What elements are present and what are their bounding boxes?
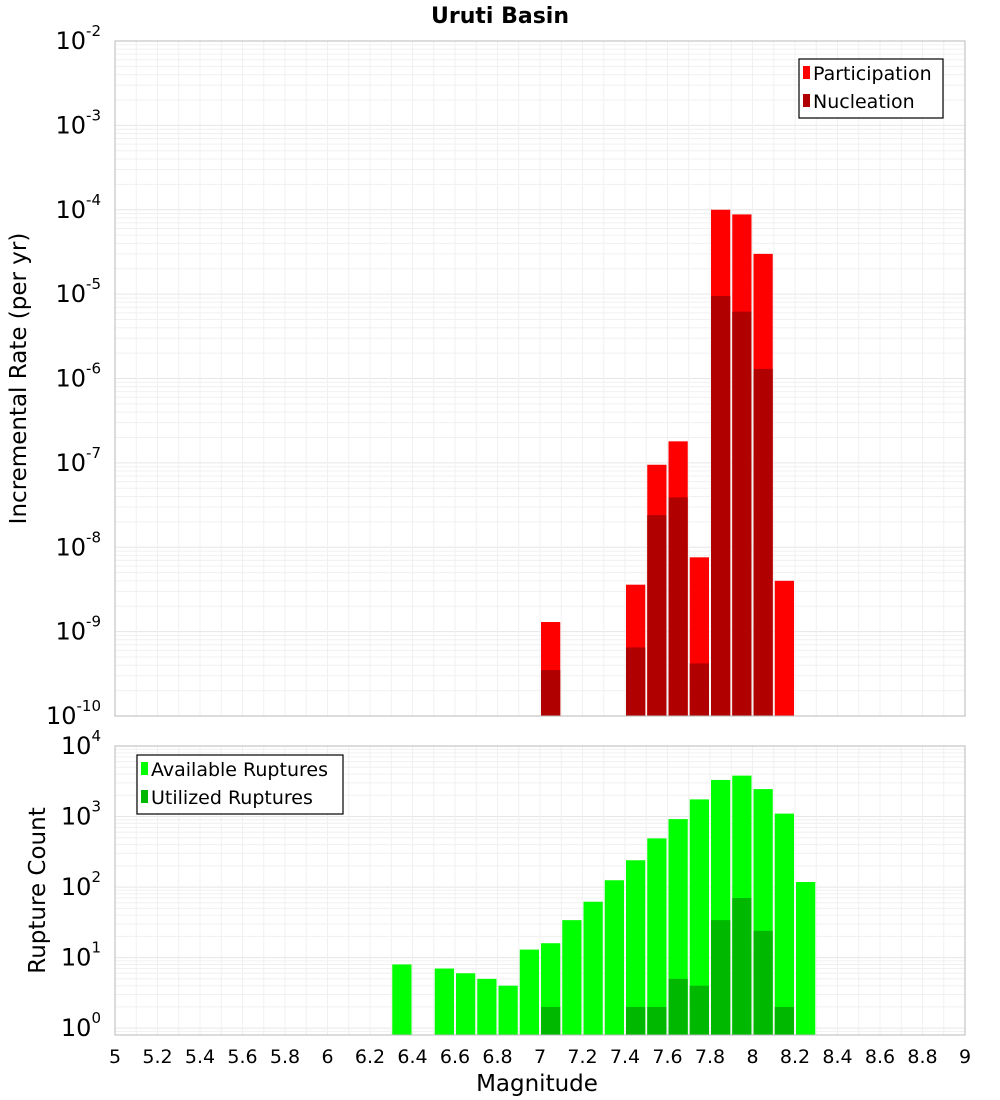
top-ytick-label: 10-6 <box>55 360 101 393</box>
bottom-bar-available-ruptures <box>562 920 582 1035</box>
top-ytick-label: 10-3 <box>55 106 101 139</box>
bottom-plot-frame <box>114 745 966 1036</box>
bottom-bar-utilized-ruptures <box>541 1006 561 1035</box>
xtick-label: 6 <box>321 1046 333 1068</box>
top-bar-nucleation <box>689 663 709 716</box>
top-legend-swatch <box>803 66 810 79</box>
xtick-label: 8.6 <box>865 1046 895 1068</box>
xtick-label: 7.6 <box>652 1046 682 1068</box>
bottom-bar-available-ruptures <box>392 964 412 1035</box>
top-bar-nucleation <box>732 311 752 716</box>
bottom-ytick-label: 100 <box>61 1009 101 1042</box>
xtick-label: 6.4 <box>397 1046 427 1068</box>
xtick-label: 5.4 <box>185 1046 215 1068</box>
top-ytick-label: 10-10 <box>46 697 101 730</box>
top-ytick-label: 10-2 <box>55 22 101 55</box>
top-bar-nucleation <box>647 515 667 716</box>
bottom-bar-utilized-ruptures <box>647 1006 667 1035</box>
xtick-label: 5.8 <box>270 1046 300 1068</box>
bottom-bar-available-ruptures <box>604 880 624 1035</box>
bottom-bar-utilized-ruptures <box>668 978 688 1035</box>
top-bar-nucleation <box>753 368 773 716</box>
xtick-label: 8.4 <box>822 1046 852 1068</box>
xtick-label: 9 <box>959 1046 971 1068</box>
top-bar-participation <box>774 580 794 716</box>
xlabel: Magnitude <box>476 1071 598 1097</box>
bottom-legend-box <box>136 754 344 815</box>
xtick-label: 7.8 <box>695 1046 725 1068</box>
xtick-label: 8.2 <box>780 1046 810 1068</box>
bottom-bar-available-ruptures <box>498 985 518 1035</box>
bottom-bar-available-ruptures <box>434 968 454 1035</box>
xtick-label: 8 <box>746 1046 758 1068</box>
bottom-bar-available-ruptures <box>626 860 646 1035</box>
top-legend-swatch <box>803 94 810 107</box>
xtick-label: 5.2 <box>142 1046 172 1068</box>
top-legend-label: Nucleation <box>813 91 915 113</box>
top-plot-frame <box>114 40 966 717</box>
chart-title: Uruti Basin <box>431 4 569 29</box>
bottom-bar-utilized-ruptures <box>626 1006 646 1035</box>
bottom-bar-utilized-ruptures <box>732 898 752 1035</box>
top-legend-box <box>798 58 944 119</box>
xtick-label: 8.8 <box>907 1046 937 1068</box>
top-ytick-label: 10-5 <box>55 275 101 308</box>
xtick-label: 6.2 <box>355 1046 385 1068</box>
top-ytick-label: 10-9 <box>55 613 101 646</box>
bottom-bar-available-ruptures <box>477 978 497 1035</box>
top-ylabel: Incremental Rate (per yr) <box>6 233 32 525</box>
xtick-label: 7.4 <box>610 1046 640 1068</box>
top-ytick-label: 10-7 <box>55 444 101 477</box>
top-bar-nucleation <box>541 670 561 716</box>
xtick-label: 5 <box>109 1046 121 1068</box>
bottom-legend-swatch <box>141 762 148 775</box>
bottom-legend-label: Utilized Ruptures <box>151 787 313 809</box>
top-bar-nucleation <box>711 296 731 716</box>
bottom-bar-available-ruptures <box>796 882 816 1035</box>
xtick-label: 5.6 <box>227 1046 257 1068</box>
bottom-bar-utilized-ruptures <box>711 920 731 1035</box>
bottom-ytick-label: 104 <box>61 727 101 760</box>
bottom-ytick-label: 103 <box>61 798 101 831</box>
top-bar-nucleation <box>668 497 688 716</box>
xtick-label: 7.2 <box>567 1046 597 1068</box>
xtick-label: 7 <box>534 1046 546 1068</box>
bottom-bar-utilized-ruptures <box>774 1006 794 1035</box>
bottom-ytick-label: 101 <box>61 939 101 972</box>
bottom-legend-label: Available Ruptures <box>151 759 328 781</box>
xtick-label: 6.6 <box>440 1046 470 1068</box>
top-ytick-label: 10-8 <box>55 528 101 561</box>
bottom-bar-available-ruptures <box>583 901 603 1035</box>
bottom-bar-utilized-ruptures <box>689 985 709 1035</box>
top-legend-label: Participation <box>813 63 932 85</box>
bottom-legend-swatch <box>141 790 148 803</box>
bottom-ylabel: Rupture Count <box>25 807 51 973</box>
top-bar-nucleation <box>626 647 646 716</box>
bottom-bar-available-ruptures <box>774 813 794 1035</box>
top-ytick-label: 10-4 <box>55 191 101 224</box>
xtick-label: 6.8 <box>482 1046 512 1068</box>
bottom-bar-available-ruptures <box>647 838 667 1035</box>
bottom-bar-available-ruptures <box>519 949 539 1035</box>
bottom-bar-utilized-ruptures <box>753 930 773 1035</box>
bottom-ytick-label: 102 <box>61 868 101 901</box>
bottom-bar-available-ruptures <box>689 799 709 1035</box>
bottom-bar-available-ruptures <box>456 973 476 1035</box>
